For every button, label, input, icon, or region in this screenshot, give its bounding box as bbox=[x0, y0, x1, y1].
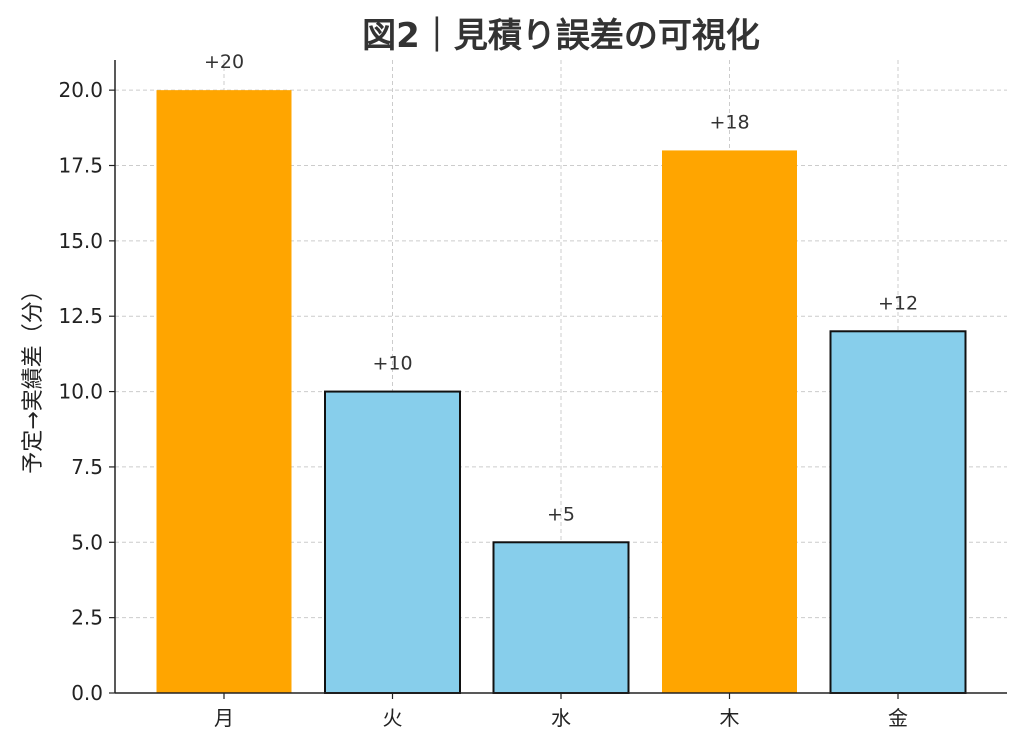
x-tick-label: 木 bbox=[720, 706, 740, 730]
labels: 0.0 2.5 5.0 7.5 10.0 12.5 15.0 17.5 20.0 +20 月 +10 火… bbox=[21, 51, 918, 730]
bars bbox=[156, 90, 967, 694]
axes bbox=[109, 60, 1007, 699]
data-label: +10 bbox=[372, 353, 412, 375]
y-axis-label: 予定→実績差（分） bbox=[21, 279, 46, 473]
chart-title: 図2｜見積り誤差の可視化 bbox=[362, 16, 760, 56]
y-tick-label: 0.0 bbox=[71, 681, 103, 705]
bar-5 bbox=[829, 330, 967, 694]
data-label: +5 bbox=[547, 503, 575, 525]
y-tick-label: 2.5 bbox=[71, 606, 103, 630]
bar-2 bbox=[324, 390, 461, 694]
y-tick-label: 17.5 bbox=[58, 154, 103, 178]
y-tick-label: 10.0 bbox=[58, 380, 103, 404]
y-tick-label: 7.5 bbox=[71, 455, 103, 479]
data-label: +20 bbox=[204, 51, 244, 73]
bar-4 bbox=[662, 150, 797, 693]
y-tick-label: 12.5 bbox=[58, 304, 103, 328]
y-tick-label: 15.0 bbox=[58, 229, 103, 253]
data-label: +18 bbox=[709, 111, 749, 133]
x-tick-label: 月 bbox=[214, 706, 234, 730]
x-tick-label: 火 bbox=[383, 706, 403, 730]
bar-1 bbox=[156, 90, 292, 693]
data-label: +12 bbox=[878, 292, 918, 314]
y-tick-label: 5.0 bbox=[71, 530, 103, 554]
x-tick-label: 金 bbox=[888, 706, 908, 730]
y-tick-label: 20.0 bbox=[58, 78, 103, 102]
bar-3 bbox=[492, 541, 630, 694]
x-tick-label: 水 bbox=[551, 706, 571, 730]
